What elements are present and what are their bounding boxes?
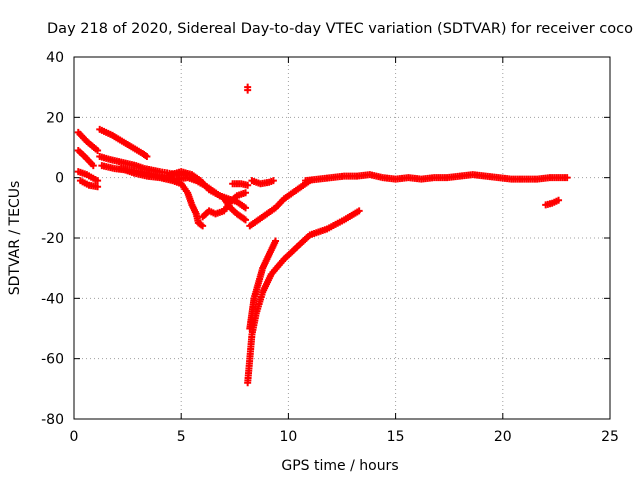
x-tick-label: 20 bbox=[494, 429, 512, 445]
x-tick-label: 25 bbox=[601, 429, 619, 445]
data-point bbox=[244, 181, 252, 189]
y-tick-label: -60 bbox=[41, 352, 64, 368]
plot-frame bbox=[73, 56, 611, 420]
data-point bbox=[555, 196, 563, 204]
data-point bbox=[242, 216, 250, 224]
data-point bbox=[89, 162, 97, 170]
data-point bbox=[269, 177, 277, 185]
data-point bbox=[242, 189, 250, 197]
y-tick-label: 20 bbox=[46, 110, 64, 126]
x-tick-label: 15 bbox=[387, 429, 405, 445]
data-point bbox=[94, 177, 102, 185]
data-point bbox=[355, 207, 363, 215]
data-point bbox=[94, 183, 102, 191]
y-tick-label: 40 bbox=[46, 50, 64, 66]
data-point bbox=[563, 174, 571, 182]
y-tick-label: 0 bbox=[55, 171, 64, 187]
axis-ticks: -80 -60 -40 -20 0 20 40 0 5 10 15 20 25 bbox=[41, 50, 619, 445]
data-point bbox=[244, 86, 252, 94]
y-tick-label: -80 bbox=[41, 412, 64, 428]
x-tick-label: 0 bbox=[70, 429, 79, 445]
x-axis-title: GPS time / hours bbox=[281, 458, 398, 474]
x-tick-label: 5 bbox=[177, 429, 186, 445]
data-point bbox=[272, 237, 280, 245]
data-points bbox=[74, 83, 571, 387]
data-point bbox=[94, 147, 102, 155]
data-point bbox=[242, 204, 250, 212]
y-tick-label: -20 bbox=[41, 231, 64, 247]
chart-title: Day 218 of 2020, Sidereal Day-to-day VTE… bbox=[47, 21, 633, 37]
y-tick-label: -40 bbox=[41, 291, 64, 307]
data-point bbox=[143, 153, 151, 161]
data-point bbox=[199, 222, 207, 230]
x-tick-label: 10 bbox=[279, 429, 297, 445]
y-axis-title: SDTVAR / TECUs bbox=[7, 181, 23, 296]
